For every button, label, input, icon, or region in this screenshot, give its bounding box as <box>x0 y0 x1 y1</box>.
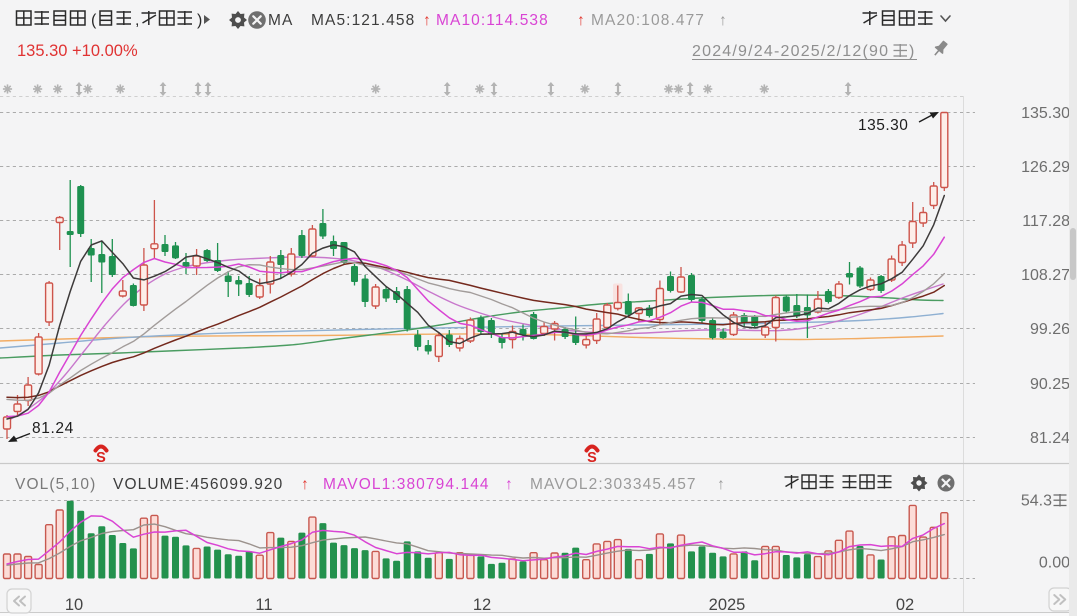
svg-text:VOL(5,10): VOL(5,10) <box>15 476 96 493</box>
svg-text:10: 10 <box>65 596 83 614</box>
svg-text:2025: 2025 <box>709 596 746 614</box>
svg-text:↑: ↑ <box>301 476 310 493</box>
svg-text:MA5:121.458: MA5:121.458 <box>311 12 415 29</box>
svg-text:(: ( <box>91 12 97 29</box>
svg-text:135.30 +10.00%: 135.30 +10.00% <box>17 42 138 60</box>
svg-text:81.24: 81.24 <box>1030 430 1070 447</box>
svg-text:135.30: 135.30 <box>858 117 908 134</box>
svg-text:0.00: 0.00 <box>1039 555 1070 572</box>
svg-text:↑: ↑ <box>719 12 728 29</box>
svg-text:54.3: 54.3 <box>1021 493 1052 510</box>
svg-text:,: , <box>135 12 139 29</box>
svg-text:MAVOL1:380794.144: MAVOL1:380794.144 <box>323 476 490 493</box>
svg-text:MA10:114.538: MA10:114.538 <box>436 12 549 29</box>
svg-text:11: 11 <box>255 596 272 614</box>
svg-text:135.30: 135.30 <box>1021 105 1070 122</box>
svg-text:↑: ↑ <box>423 12 432 29</box>
svg-text:S: S <box>96 450 106 466</box>
svg-text:): ) <box>909 43 914 60</box>
svg-text:MAVOL2:303345.457: MAVOL2:303345.457 <box>530 476 697 493</box>
svg-text:↑: ↑ <box>505 476 514 493</box>
svg-text:↑: ↑ <box>717 476 726 493</box>
svg-text:99.26: 99.26 <box>1030 321 1070 338</box>
svg-text:02: 02 <box>896 596 914 614</box>
svg-text:2024/9/24-2025/2/12(90: 2024/9/24-2025/2/12(90 <box>692 43 889 60</box>
svg-text:↑: ↑ <box>577 12 586 29</box>
svg-text:117.28: 117.28 <box>1022 213 1070 230</box>
svg-text:90.25: 90.25 <box>1030 376 1070 393</box>
svg-text:): ) <box>197 12 202 29</box>
svg-text:81.24: 81.24 <box>32 420 74 437</box>
svg-text:MA: MA <box>268 12 293 29</box>
svg-text:VOLUME:456099.920: VOLUME:456099.920 <box>113 476 283 493</box>
svg-text:108.27: 108.27 <box>1021 267 1070 284</box>
svg-text:126.29: 126.29 <box>1021 159 1070 176</box>
svg-text:MA20:108.477: MA20:108.477 <box>591 12 705 29</box>
svg-text:S: S <box>587 450 597 466</box>
svg-text:12: 12 <box>473 596 491 614</box>
